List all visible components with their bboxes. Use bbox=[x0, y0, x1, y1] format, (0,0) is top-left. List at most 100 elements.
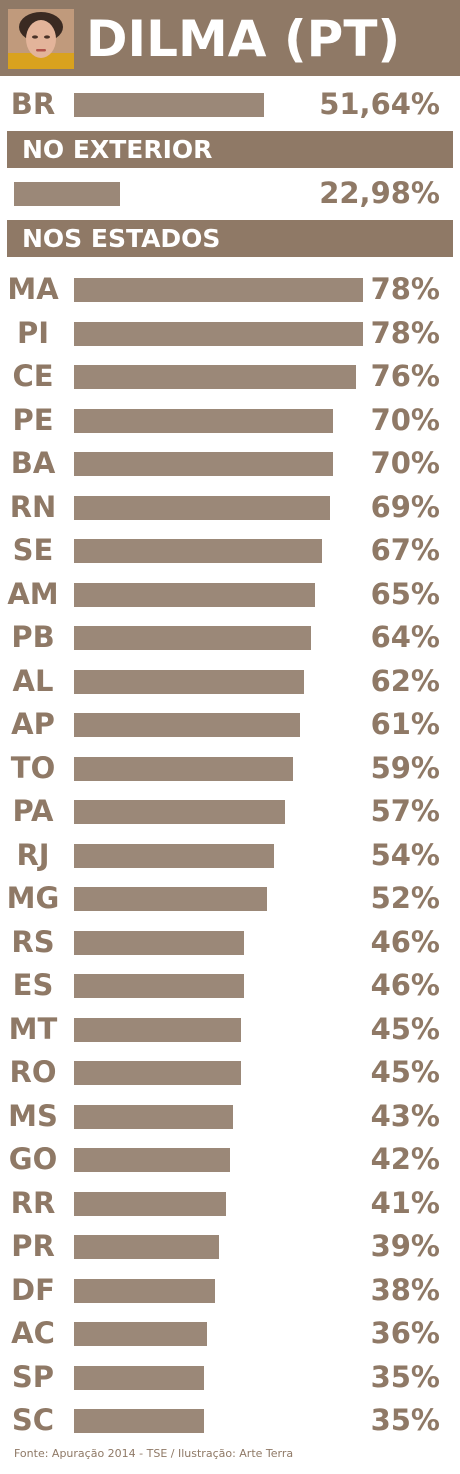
state-row-ba: BA 70% bbox=[0, 445, 460, 481]
state-row-to: TO 59% bbox=[0, 750, 460, 786]
state-bar bbox=[74, 713, 300, 737]
state-row-go: GO 42% bbox=[0, 1141, 460, 1177]
state-row-df: DF 38% bbox=[0, 1272, 460, 1308]
state-row-es: ES 46% bbox=[0, 967, 460, 1003]
state-label: AM bbox=[7, 577, 59, 611]
national-value: 51,64% bbox=[319, 87, 440, 121]
national-bar bbox=[74, 93, 264, 117]
state-bar bbox=[74, 1366, 204, 1390]
state-row-sc: SC 35% bbox=[0, 1402, 460, 1438]
state-value: 70% bbox=[370, 403, 440, 437]
state-label: CE bbox=[12, 359, 54, 393]
state-label: SP bbox=[11, 1360, 55, 1394]
state-label: AL bbox=[12, 664, 54, 698]
state-bar bbox=[74, 1322, 207, 1346]
state-bar bbox=[74, 1235, 219, 1259]
state-label: ES bbox=[12, 968, 54, 1002]
state-label: MG bbox=[6, 881, 60, 915]
state-bar bbox=[74, 844, 274, 868]
state-label: PE bbox=[12, 403, 54, 437]
header-banner: DILMA (PT) bbox=[0, 0, 460, 76]
state-value: 62% bbox=[370, 664, 440, 698]
state-label: SC bbox=[11, 1403, 55, 1437]
state-bar bbox=[74, 496, 330, 520]
state-row-rn: RN 69% bbox=[0, 489, 460, 525]
state-value: 57% bbox=[370, 794, 440, 828]
state-bar bbox=[74, 1018, 241, 1042]
abroad-bar bbox=[14, 182, 120, 206]
national-row: BR 51,64% bbox=[0, 86, 460, 122]
state-label: PA bbox=[12, 794, 54, 828]
state-label: MS bbox=[8, 1099, 58, 1133]
state-bar bbox=[74, 1105, 233, 1129]
state-label: SE bbox=[12, 533, 54, 567]
state-label: BA bbox=[10, 446, 56, 480]
state-bar bbox=[74, 800, 285, 824]
state-value: 61% bbox=[370, 707, 440, 741]
section-header-abroad: NO EXTERIOR bbox=[7, 131, 453, 168]
state-row-ma: MA 78% bbox=[0, 271, 460, 307]
state-bar bbox=[74, 626, 311, 650]
state-row-pb: PB 64% bbox=[0, 619, 460, 655]
state-row-rs: RS 46% bbox=[0, 924, 460, 960]
state-label: PR bbox=[11, 1229, 55, 1263]
state-value: 41% bbox=[370, 1186, 440, 1220]
state-bar bbox=[74, 322, 363, 346]
page-title: DILMA (PT) bbox=[86, 10, 401, 68]
state-bar bbox=[74, 757, 293, 781]
state-bar bbox=[74, 931, 244, 955]
state-row-ap: AP 61% bbox=[0, 706, 460, 742]
candidate-portrait bbox=[8, 9, 74, 69]
state-label: RJ bbox=[16, 838, 50, 872]
state-bar bbox=[74, 1409, 204, 1433]
state-row-ro: RO 45% bbox=[0, 1054, 460, 1090]
state-bar bbox=[74, 670, 304, 694]
source-footer: Fonte: Apuração 2014 - TSE / Ilustração:… bbox=[14, 1447, 294, 1460]
state-value: 36% bbox=[370, 1316, 440, 1350]
state-label: RR bbox=[10, 1186, 56, 1220]
state-value: 78% bbox=[370, 272, 440, 306]
state-row-rr: RR 41% bbox=[0, 1185, 460, 1221]
state-value: 76% bbox=[370, 359, 440, 393]
state-row-am: AM 65% bbox=[0, 576, 460, 612]
state-label: RS bbox=[11, 925, 55, 959]
state-label: RN bbox=[9, 490, 57, 524]
state-value: 70% bbox=[370, 446, 440, 480]
state-row-pa: PA 57% bbox=[0, 793, 460, 829]
state-bar bbox=[74, 452, 333, 476]
state-label: PI bbox=[16, 316, 50, 350]
state-value: 38% bbox=[370, 1273, 440, 1307]
state-bar bbox=[74, 887, 267, 911]
state-row-rj: RJ 54% bbox=[0, 837, 460, 873]
state-value: 52% bbox=[370, 881, 440, 915]
state-row-ce: CE 76% bbox=[0, 358, 460, 394]
state-value: 35% bbox=[370, 1403, 440, 1437]
state-label: AP bbox=[11, 707, 55, 741]
abroad-row: 22,98% bbox=[0, 175, 460, 211]
state-row-se: SE 67% bbox=[0, 532, 460, 568]
state-value: 59% bbox=[370, 751, 440, 785]
state-row-mg: MG 52% bbox=[0, 880, 460, 916]
state-bar bbox=[74, 409, 333, 433]
state-bar bbox=[74, 1192, 226, 1216]
state-label: AC bbox=[11, 1316, 55, 1350]
state-value: 64% bbox=[370, 620, 440, 654]
state-bar bbox=[74, 1148, 230, 1172]
state-row-ms: MS 43% bbox=[0, 1098, 460, 1134]
state-row-sp: SP 35% bbox=[0, 1359, 460, 1395]
state-row-pe: PE 70% bbox=[0, 402, 460, 438]
state-bar bbox=[74, 1279, 215, 1303]
state-label: RO bbox=[9, 1055, 57, 1089]
state-value: 67% bbox=[370, 533, 440, 567]
state-value: 42% bbox=[370, 1142, 440, 1176]
state-row-al: AL 62% bbox=[0, 663, 460, 699]
state-bar bbox=[74, 1061, 241, 1085]
state-value: 54% bbox=[370, 838, 440, 872]
state-value: 69% bbox=[370, 490, 440, 524]
state-value: 39% bbox=[370, 1229, 440, 1263]
section-header-states: NOS ESTADOS bbox=[7, 220, 453, 257]
abroad-value: 22,98% bbox=[319, 176, 440, 210]
state-value: 45% bbox=[370, 1012, 440, 1046]
state-bar bbox=[74, 365, 356, 389]
state-value: 35% bbox=[370, 1360, 440, 1394]
